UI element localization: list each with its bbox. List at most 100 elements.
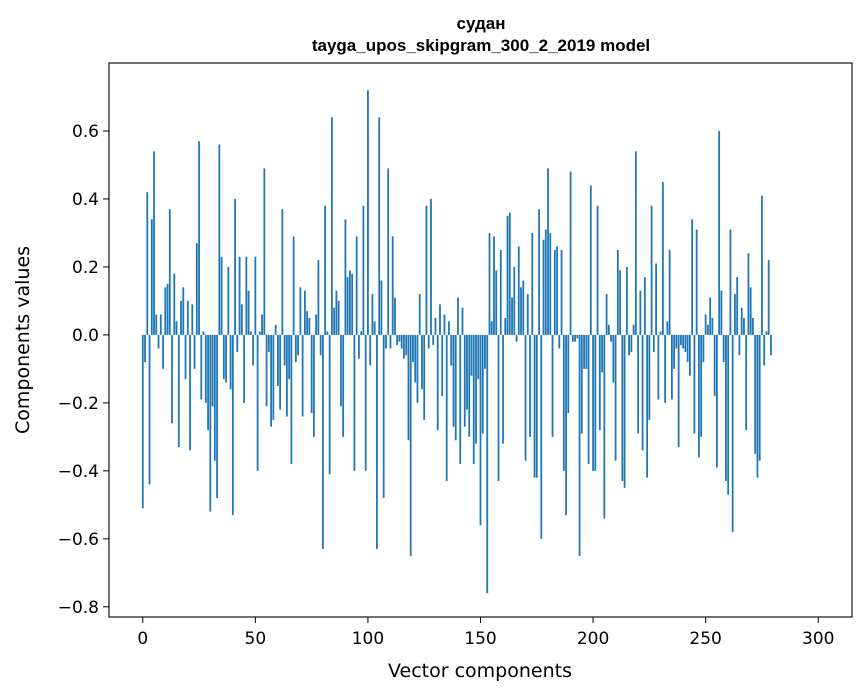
bar (468, 334, 471, 437)
y-tick-label: 0.4 (72, 190, 99, 210)
bar (612, 334, 615, 383)
bar (725, 334, 727, 482)
bar (540, 334, 543, 539)
bar (297, 334, 300, 356)
bar (745, 334, 748, 431)
bar (569, 171, 572, 335)
bar (619, 270, 621, 335)
bar (180, 300, 182, 335)
bar (216, 334, 218, 499)
bar (576, 334, 579, 339)
bar (623, 334, 626, 488)
bar (673, 334, 676, 369)
bar (556, 246, 558, 335)
bar (448, 321, 450, 335)
bar (389, 334, 392, 349)
bar (553, 249, 556, 335)
bar (686, 334, 689, 363)
bar (240, 304, 243, 335)
bar (290, 334, 293, 465)
bar (306, 311, 309, 335)
bar (425, 205, 428, 335)
bar (328, 334, 331, 475)
bar (198, 141, 200, 335)
bar (263, 168, 266, 335)
bar (279, 334, 282, 410)
bar (616, 249, 619, 335)
bar (340, 334, 342, 407)
bar (171, 334, 173, 424)
bar (756, 334, 759, 478)
bar (502, 334, 504, 444)
bar (565, 334, 567, 516)
bar (247, 290, 250, 335)
bar (396, 334, 399, 346)
bar (580, 334, 583, 434)
bar (373, 321, 376, 335)
bar (463, 334, 466, 427)
bar (150, 219, 153, 335)
bar (312, 334, 315, 437)
bar (707, 324, 709, 335)
bar (416, 334, 419, 403)
y-axis-ticks: −0.8 −0.6 −0.4 −0.2 0.0 0.2 0.4 0.6 (58, 122, 109, 618)
bar (254, 256, 257, 335)
bar (461, 307, 464, 335)
y-tick-label: 0.0 (72, 326, 99, 346)
bar (495, 270, 498, 335)
bar (758, 334, 761, 461)
bar (270, 334, 273, 427)
bar (727, 334, 730, 495)
bar (405, 334, 408, 356)
bar (610, 334, 612, 342)
bar (335, 290, 338, 335)
bar (398, 334, 401, 342)
bar (754, 334, 757, 454)
bar (571, 334, 574, 342)
bar (317, 260, 320, 335)
bar (301, 334, 304, 417)
bar (195, 243, 198, 335)
bar (285, 334, 288, 417)
bar (414, 334, 417, 383)
x-tick-label: 200 (577, 629, 609, 649)
x-axis-ticks: 0 50 100 150 200 250 300 (137, 617, 834, 649)
bar (630, 334, 633, 352)
y-tick-label: −0.2 (58, 394, 99, 414)
bar (454, 334, 457, 441)
bar (466, 334, 468, 410)
bar (695, 229, 698, 335)
bar (718, 130, 721, 335)
bar (621, 334, 624, 482)
bar (391, 236, 394, 335)
bar (594, 334, 597, 471)
bar (533, 334, 536, 478)
bar (218, 144, 221, 335)
bar (315, 314, 318, 335)
bar (655, 263, 658, 335)
bar (430, 198, 432, 335)
bar (765, 331, 768, 335)
bar (700, 334, 703, 437)
chart-title: судан (457, 14, 506, 33)
bar (659, 331, 662, 335)
y-tick-label: −0.6 (58, 530, 99, 550)
bar (213, 334, 216, 461)
bar (308, 317, 311, 335)
bar (364, 334, 367, 471)
bar (418, 294, 421, 335)
bar (628, 334, 631, 356)
plot-frame (108, 62, 853, 618)
bar (274, 324, 277, 335)
bar (481, 334, 484, 434)
bar (743, 317, 745, 335)
bar (562, 334, 565, 471)
bar (547, 168, 549, 335)
bar (731, 334, 734, 533)
x-tick-label: 0 (137, 629, 148, 649)
bar (558, 334, 561, 349)
y-tick-label: −0.8 (58, 598, 99, 618)
bar (369, 334, 372, 366)
bar (632, 324, 635, 335)
bar (643, 277, 646, 335)
